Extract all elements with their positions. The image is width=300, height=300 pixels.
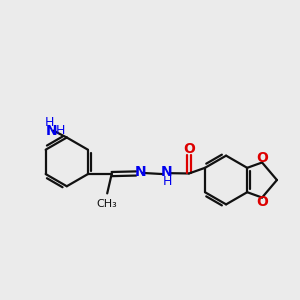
Text: N: N [161, 165, 173, 179]
Text: CH₃: CH₃ [97, 199, 118, 209]
Text: O: O [183, 142, 195, 156]
Text: H: H [44, 116, 54, 129]
Text: O: O [256, 151, 268, 165]
Text: H: H [56, 124, 65, 137]
Text: H: H [162, 175, 172, 188]
Text: N: N [46, 124, 58, 138]
Text: N: N [134, 165, 146, 179]
Text: O: O [256, 195, 268, 209]
